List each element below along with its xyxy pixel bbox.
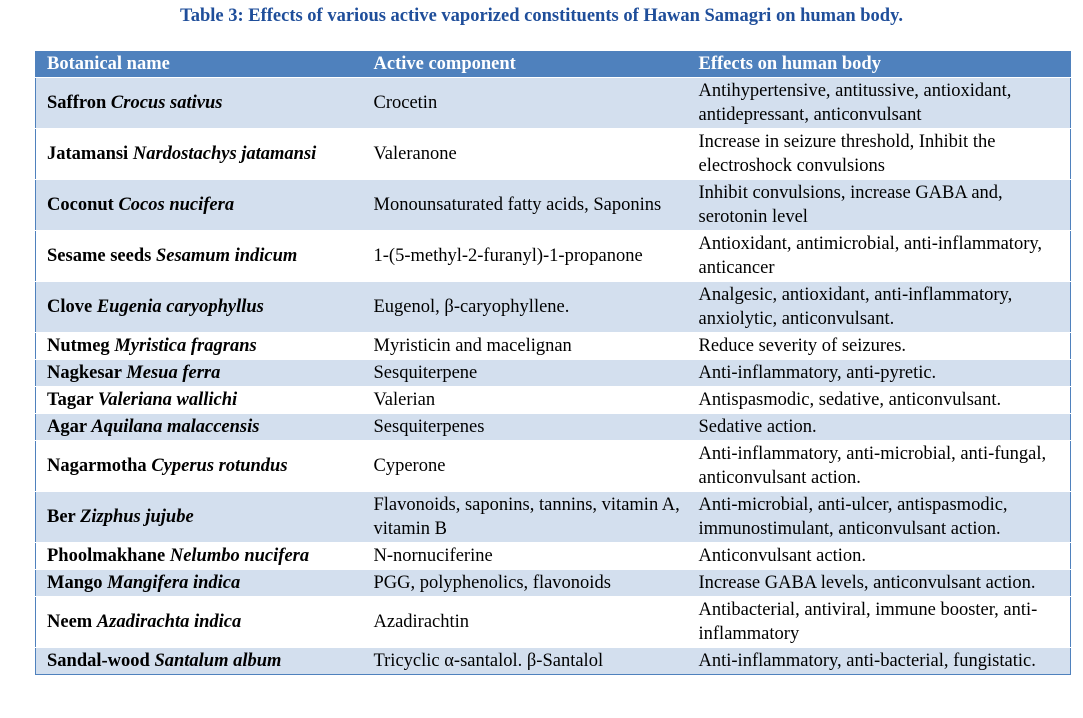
botanical-name-cell: Nagarmotha Cyperus rotundus (35, 440, 363, 492)
common-name: Neem (47, 612, 93, 632)
common-name: Nutmeg (47, 336, 110, 356)
botanical-name-cell: Neem Azadirachta indica (35, 596, 363, 648)
active-component-cell: Monounsaturated fatty acids, Saponins (362, 179, 688, 231)
latin-name: Aquilana malaccensis (91, 417, 260, 437)
latin-name: Mangifera indica (107, 573, 241, 593)
effects-cell: Anti-inflammatory, anti-microbial, anti-… (687, 440, 1071, 492)
table-title: Table 3: Effects of various active vapor… (180, 6, 903, 26)
active-component-cell: Azadirachtin (362, 596, 688, 648)
active-component-cell: Sesquiterpene (362, 359, 688, 387)
table-row: Agar Aquilana malaccensis Sesquiterpenes S… (35, 413, 1071, 441)
latin-name: Azadirachta indica (96, 612, 242, 632)
latin-name: Nardostachys jatamansi (132, 144, 317, 164)
effects-cell: Antibacterial, antiviral, immune booster… (687, 596, 1071, 648)
effects-table: Botanical name Active component Effects … (35, 50, 1071, 675)
active-component-cell: Cyperone (362, 440, 688, 492)
active-component-cell: N-nornuciferine (362, 542, 688, 570)
botanical-name-cell: Sandal-wood Santalum album (35, 647, 363, 675)
table-row: Saffron Crocus sativus Crocetin Antihypert… (35, 77, 1071, 129)
table-row: Sesame seeds Sesamum indicum 1-(5-methyl-… (35, 230, 1071, 282)
latin-name: Nelumbo nucifera (169, 546, 310, 566)
active-component-cell: Myristicin and macelignan (362, 332, 688, 360)
botanical-name-cell: Nagkesar Mesua ferra (35, 359, 363, 387)
latin-name: Cocos nucifera (118, 195, 235, 215)
active-component-cell: Eugenol, β-caryophyllene. (362, 281, 688, 333)
table-row: Neem Azadirachta indica Azadirachtin Antib… (35, 596, 1071, 648)
effects-cell: Analgesic, antioxidant, anti-inflammator… (687, 281, 1071, 333)
header-cell: Effects on human body (687, 50, 1071, 78)
active-component-cell: Flavonoids, saponins, tannins, vitamin A… (362, 491, 688, 543)
latin-name: Zizphus jujube (80, 507, 194, 527)
active-component-cell: Valeranone (362, 128, 688, 180)
effects-cell: Reduce severity of seizures. (687, 332, 1071, 360)
botanical-name-cell: Sesame seeds Sesamum indicum (35, 230, 363, 282)
common-name: Coconut (47, 195, 114, 215)
latin-name: Santalum album (154, 651, 282, 671)
table-row: Tagar Valeriana wallichi Valerian Antispas… (35, 386, 1071, 414)
common-name: Ber (47, 507, 76, 527)
common-name: Nagkesar (47, 363, 122, 383)
table-row: Nagkesar Mesua ferra Sesquiterpene Anti-in… (35, 359, 1071, 387)
botanical-name-cell: Saffron Crocus sativus (35, 77, 363, 129)
table-body: Saffron Crocus sativus Crocetin Antihypert… (35, 77, 1071, 675)
common-name: Tagar (47, 390, 94, 410)
common-name: Jatamansi (47, 144, 129, 164)
table-row: Phoolmakhane Nelumbo nucifera N-nornucife… (35, 542, 1071, 570)
effects-cell: Inhibit convulsions, increase GABA and, … (687, 179, 1071, 231)
table-row: Nutmeg Myristica fragrans Myristicin and … (35, 332, 1071, 360)
active-component-cell: Sesquiterpenes (362, 413, 688, 441)
latin-name: Eugenia caryophyllus (96, 297, 264, 317)
common-name: Sandal-wood (47, 651, 150, 671)
botanical-name-cell: Tagar Valeriana wallichi (35, 386, 363, 414)
latin-name: Crocus sativus (110, 93, 223, 113)
table-row: Clove Eugenia caryophyllus Eugenol, β-car… (35, 281, 1071, 333)
effects-cell: Anti-inflammatory, anti-pyretic. (687, 359, 1071, 387)
effects-cell: Sedative action. (687, 413, 1071, 441)
table-row: Mango Mangifera indica PGG, polyphenolics… (35, 569, 1071, 597)
common-name: Nagarmotha (47, 456, 147, 476)
common-name: Clove (47, 297, 93, 317)
botanical-name-cell: Agar Aquilana malaccensis (35, 413, 363, 441)
effects-cell: Antioxidant, antimicrobial, anti-inflamm… (687, 230, 1071, 282)
latin-name: Myristica fragrans (114, 336, 257, 356)
table-row: Sandal-wood Santalum album Tricyclic α-sa… (35, 647, 1071, 675)
botanical-name-cell: Coconut Cocos nucifera (35, 179, 363, 231)
effects-cell: Increase GABA levels, anticonvulsant act… (687, 569, 1071, 597)
common-name: Saffron (47, 93, 107, 113)
botanical-name-cell: Nutmeg Myristica fragrans (35, 332, 363, 360)
latin-name: Valeriana wallichi (97, 390, 238, 410)
latin-name: Sesamum indicum (155, 246, 298, 266)
active-component-cell: 1-(5-methyl-2-furanyl)-1-propanone (362, 230, 688, 282)
table-row: Nagarmotha Cyperus rotundus Cyperone Anti-… (35, 440, 1071, 492)
active-component-cell: Valerian (362, 386, 688, 414)
active-component-cell: PGG, polyphenolics, flavonoids (362, 569, 688, 597)
botanical-name-cell: Ber Zizphus jujube (35, 491, 363, 543)
botanical-name-cell: Phoolmakhane Nelumbo nucifera (35, 542, 363, 570)
common-name: Agar (47, 417, 87, 437)
table-row: Coconut Cocos nucifera Monounsaturated fa… (35, 179, 1071, 231)
table-row: Ber Zizphus jujube Flavonoids, saponins, … (35, 491, 1071, 543)
botanical-name-cell: Jatamansi Nardostachys jatamansi (35, 128, 363, 180)
header-cell: Botanical name (35, 50, 363, 78)
common-name: Sesame seeds (47, 246, 152, 266)
common-name: Mango (47, 573, 103, 593)
latin-name: Cyperus rotundus (151, 456, 288, 476)
header-row: Botanical name Active component Effects … (35, 50, 1071, 78)
effects-cell: Anticonvulsant action. (687, 542, 1071, 570)
latin-name: Mesua ferra (126, 363, 221, 383)
common-name: Phoolmakhane (47, 546, 166, 566)
effects-cell: Antispasmodic, sedative, anticonvulsant. (687, 386, 1071, 414)
active-component-cell: Tricyclic α-santalol. β-Santalol (362, 647, 688, 675)
table-row: Jatamansi Nardostachys jatamansi Valerano… (35, 128, 1071, 180)
effects-cell: Increase in seizure threshold, Inhibit t… (687, 128, 1071, 180)
effects-cell: Antihypertensive, antitussive, antioxida… (687, 77, 1071, 129)
botanical-name-cell: Clove Eugenia caryophyllus (35, 281, 363, 333)
botanical-name-cell: Mango Mangifera indica (35, 569, 363, 597)
header-cell: Active component (362, 50, 688, 78)
active-component-cell: Crocetin (362, 77, 688, 129)
effects-cell: Anti-microbial, anti-ulcer, antispasmodi… (687, 491, 1071, 543)
effects-cell: Anti-inflammatory, anti-bacterial, fungi… (687, 647, 1071, 675)
